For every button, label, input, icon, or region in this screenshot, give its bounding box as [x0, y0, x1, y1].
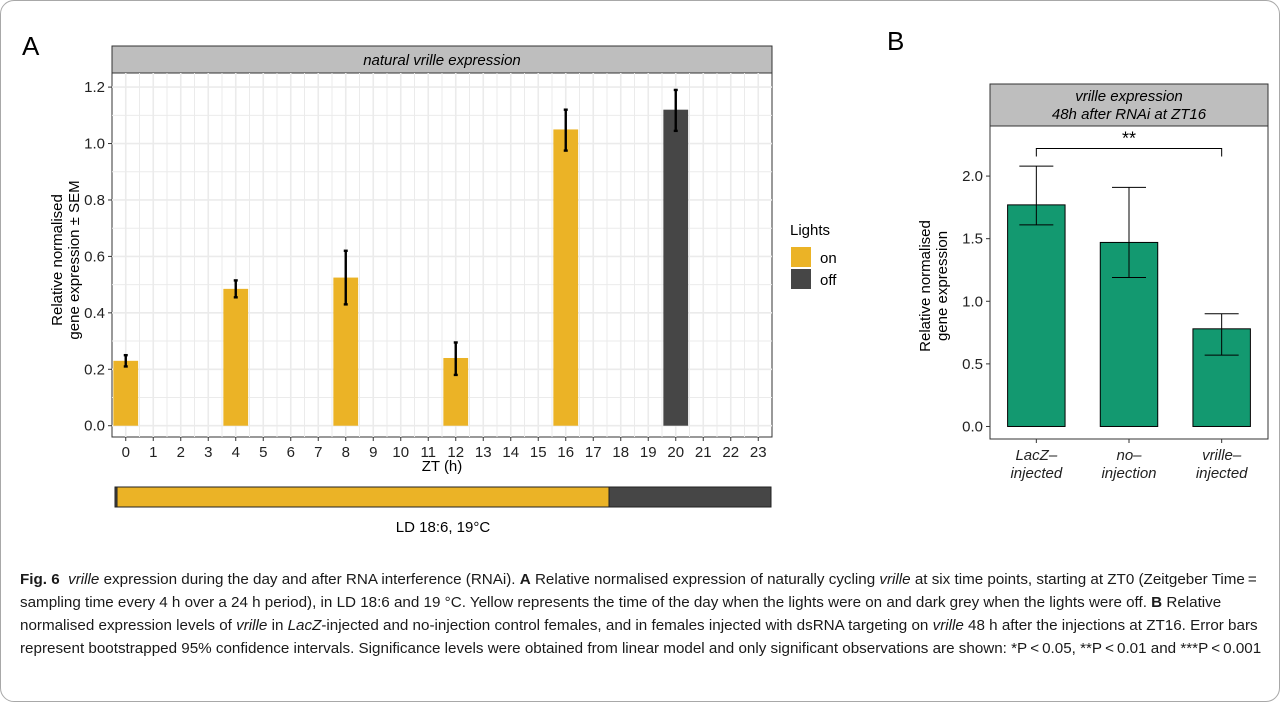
legend-label-off: off	[820, 272, 837, 289]
panel-b-y-axis-label-line1: Relative normalised	[917, 220, 934, 352]
caption-text: LacZ	[287, 617, 322, 634]
caption-text: expression during the day and after RNA …	[99, 571, 520, 588]
x-tick-label: 10	[392, 444, 409, 461]
photoperiod-label: LD 18:6, 19°C	[396, 519, 491, 536]
panel-b-y-ticks: 0.0 0.5 1.0 1.5 2.0	[962, 168, 990, 435]
x-tick-label: 6	[287, 444, 295, 461]
significance-bracket	[1035, 148, 1223, 157]
x-tick-label: 18	[612, 444, 629, 461]
caption-figure-label: Fig. 6	[20, 571, 60, 588]
significance-label: **	[1122, 129, 1136, 149]
photoperiod-bar	[114, 486, 772, 508]
y-tick-label: 0.0	[84, 418, 105, 435]
x-tick-label: 19	[640, 444, 657, 461]
bar	[113, 360, 139, 426]
y-tick-label: 0.8	[84, 192, 105, 209]
x-tick-label: 20	[667, 444, 684, 461]
x-tick-label: 2	[177, 444, 185, 461]
panel-b-letter: B	[887, 26, 904, 56]
panel-b-y-axis-label-line2: gene expression	[934, 231, 951, 341]
x-tick-label: injected	[1196, 465, 1248, 482]
figure-charts: A natural vrille expression 0.0 0.2 0.4 0.6…	[22, 26, 1269, 536]
caption-panel-a-label: A	[519, 571, 531, 588]
x-tick-label: no–	[1116, 447, 1142, 464]
caption-text: vrille	[236, 617, 268, 634]
caption-text: vrille	[879, 571, 911, 588]
x-tick-label: injection	[1101, 465, 1156, 482]
y-tick-label: 2.0	[962, 168, 983, 185]
caption-text: at six time points, starting at ZT0 (Zei…	[20, 571, 1260, 611]
y-tick-label: 1.0	[962, 293, 983, 310]
x-tick-label: 22	[722, 444, 739, 461]
x-tick-label: 17	[585, 444, 602, 461]
legend-swatch-on	[791, 247, 811, 267]
x-tick-label: 5	[259, 444, 267, 461]
panel-a-y-axis-label-line2: gene expression ± SEM	[66, 180, 83, 339]
x-tick-label: 23	[750, 444, 767, 461]
legend-label-on: on	[820, 250, 837, 267]
x-tick-label: LacZ–	[1015, 447, 1057, 464]
panel-a-bars	[113, 88, 689, 426]
panel-a-x-ticks: 0 1 2 3 4 5 6 7 8 9 10 11 12 13 14 15 16 17 18 19 20 21 22 23	[122, 437, 767, 461]
photoperiod-outline	[114, 486, 772, 508]
x-tick-label: 16	[557, 444, 574, 461]
y-tick-label: 1.0	[84, 136, 105, 153]
panel-b-strip-title-line1: vrille expression	[1075, 88, 1183, 105]
x-tick-label: 1	[149, 444, 157, 461]
bar	[1007, 204, 1066, 427]
x-tick-label: 14	[502, 444, 519, 461]
panel-b-significance: **	[1035, 129, 1223, 157]
x-tick-label: 15	[530, 444, 547, 461]
panel-a-y-ticks: 0.0 0.2 0.4 0.6 0.8 1.0 1.2	[84, 79, 112, 435]
y-tick-label: 0.6	[84, 248, 105, 265]
x-tick-label: 8	[342, 444, 350, 461]
bar	[663, 109, 689, 426]
y-tick-label: 0.2	[84, 361, 105, 378]
x-tick-label: vrille–	[1202, 447, 1242, 464]
panel-a-letter: A	[22, 31, 40, 61]
panel-a-strip-title: natural vrille expression	[363, 52, 521, 69]
x-tick-label: 12	[447, 444, 464, 461]
caption-text: Relative normalised expression of natura…	[530, 571, 880, 588]
panel-b-bars	[1007, 165, 1251, 427]
x-tick-label: 11	[420, 444, 436, 461]
x-tick-label: 3	[204, 444, 212, 461]
x-tick-label: 21	[695, 444, 712, 461]
x-tick-label: 4	[232, 444, 240, 461]
photoperiod-light	[116, 486, 610, 508]
bar	[223, 288, 249, 426]
x-tick-label: 7	[314, 444, 322, 461]
caption-text: Relative normalised expression levels of	[20, 594, 1222, 634]
y-tick-label: 1.5	[962, 231, 983, 248]
caption-panel-b-label: B	[1151, 594, 1163, 611]
caption-text: vrille	[68, 571, 100, 588]
legend-swatch-off	[791, 269, 811, 289]
x-tick-label: 13	[475, 444, 492, 461]
y-tick-label: 0.0	[962, 418, 983, 435]
panel-b-strip-title-line2: 48h after RNAi at ZT16	[1052, 106, 1207, 123]
legend-title: Lights	[790, 222, 830, 239]
x-tick-label: 0	[122, 444, 130, 461]
figure-caption: Fig. 6 vrille expression during the day …	[20, 568, 1270, 660]
panel-a-y-axis-label-line1: Relative normalised	[49, 194, 66, 326]
x-tick-label: injected	[1010, 465, 1062, 482]
panel-a-x-axis-label: ZT (h)	[422, 458, 463, 475]
caption-text: in	[267, 617, 288, 634]
caption-text: 48 h after the injections at ZT16. Error…	[20, 617, 1262, 657]
y-tick-label: 0.4	[84, 305, 105, 322]
y-tick-label: 1.2	[84, 79, 105, 96]
y-tick-label: 0.5	[962, 356, 983, 373]
x-tick-label: 9	[369, 444, 377, 461]
caption-text: -injected and no-injection control femal…	[321, 617, 933, 634]
caption-text: vrille	[932, 617, 964, 634]
bar	[553, 129, 579, 426]
